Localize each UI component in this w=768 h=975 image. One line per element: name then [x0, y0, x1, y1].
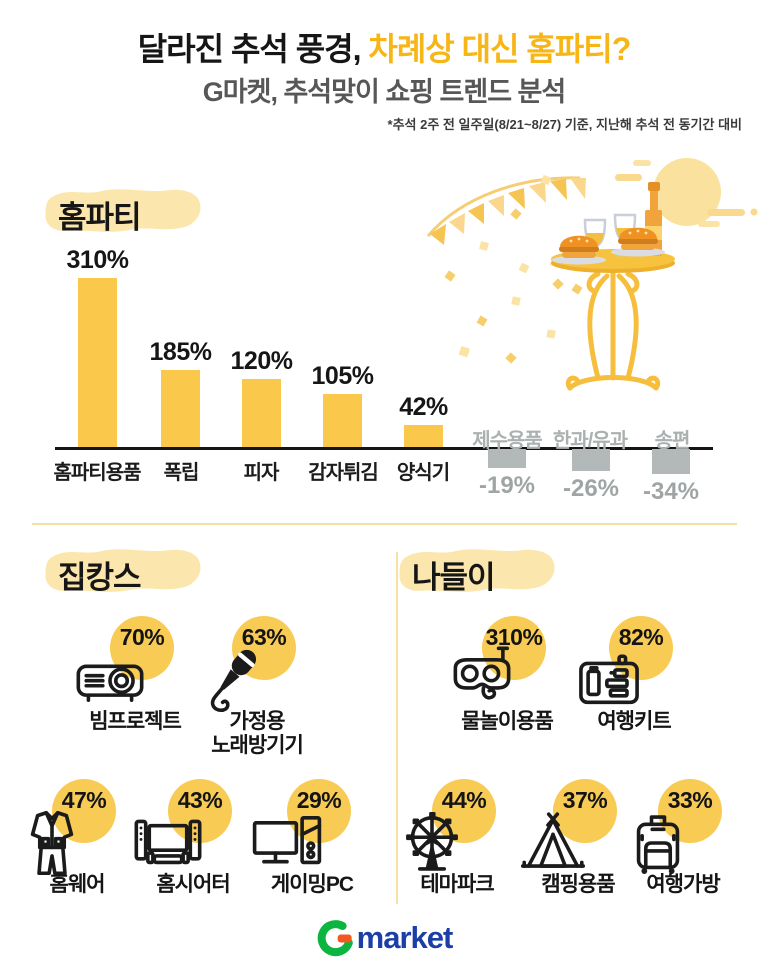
- negative-bar: -34%: [643, 449, 699, 505]
- section-title: 집캉스: [58, 560, 142, 595]
- bar: 42%: [399, 393, 448, 447]
- gmarket-logo: market: [316, 918, 453, 958]
- bar-value-label: 120%: [230, 347, 293, 375]
- bar-category-label: 폭립: [163, 462, 200, 484]
- stat-label: 여행키트: [597, 710, 671, 733]
- stat-label: 게이밍PC: [270, 873, 354, 896]
- stat-item-theme-park: 44% 테마파크: [392, 777, 522, 927]
- section-title: 홈파티: [58, 200, 142, 235]
- section-title: 나들이: [412, 560, 496, 595]
- stat-label: 홈시어터: [156, 873, 230, 896]
- ferris-wheel-icon: [406, 812, 458, 871]
- stat-item-karaoke: 63% 가정용 노래방기기: [192, 614, 322, 764]
- stat-item-home-theater: 43% 홈시어터: [128, 777, 258, 927]
- bar-category-label: 피자: [243, 462, 280, 484]
- bar: 105%: [312, 362, 374, 447]
- stat-label: 빔프로젝트: [89, 710, 182, 733]
- gmarket-g-icon: [317, 920, 353, 957]
- stat-item-projector: 70% 빔프로젝트: [70, 614, 200, 764]
- highlight-circle: [52, 779, 116, 843]
- stat-percent: 310%: [485, 624, 543, 650]
- section-header-homeparty: 홈파티: [45, 189, 201, 237]
- brush-highlight: [45, 189, 201, 232]
- stat-item-water-play: 310% 물놀이용품: [442, 614, 572, 764]
- stat-label: 테마파크: [420, 873, 494, 896]
- bar-value-label: 310%: [66, 246, 129, 274]
- chart-axis-line: [55, 447, 713, 450]
- stat-label: 여행가방: [646, 873, 720, 896]
- stat-percent: 33%: [667, 787, 713, 813]
- negative-bar: -19%: [479, 449, 535, 499]
- snorkel-mask-icon: [453, 646, 511, 700]
- stat-label: 홈웨어: [49, 873, 106, 896]
- bar: 185%: [150, 338, 212, 447]
- bar-category-label: 송편: [654, 430, 691, 452]
- burger-icon: [552, 235, 606, 265]
- home-theater-icon: [134, 819, 202, 865]
- stat-item-travel-kit: 82% 여행키트: [569, 614, 699, 764]
- source-note: *추석 2주 전 일주일(8/21~8/27) 기준, 지난해 추석 전 동기간…: [387, 117, 742, 132]
- confetti-icon: [444, 174, 594, 364]
- stat-percent: 29%: [296, 787, 342, 813]
- bar: 310%: [67, 246, 129, 447]
- brush-highlight: [399, 549, 555, 592]
- stat-percent: 70%: [119, 624, 165, 650]
- bar-value-label: -26%: [562, 475, 620, 502]
- bar-category-label: 감자튀김: [308, 462, 379, 484]
- bar-value-label: -34%: [642, 478, 700, 505]
- gaming-pc-icon: [252, 816, 322, 865]
- homewear-icon: [30, 810, 74, 876]
- luggage-icon: [636, 815, 680, 874]
- party-table-icon: [565, 265, 661, 391]
- microphone-icon: [210, 649, 257, 713]
- travel-kit-icon: [579, 654, 639, 705]
- stat-item-homewear: 47% 홈웨어: [12, 777, 142, 927]
- bar-category-label: 제수용품: [472, 430, 543, 452]
- moon-icon: [615, 158, 758, 227]
- highlight-circle: [658, 779, 722, 843]
- stat-percent: 82%: [618, 624, 664, 650]
- stat-label: 가정용 노래방기기: [211, 710, 304, 757]
- stat-item-gaming-pc: 29% 게이밍PC: [247, 777, 377, 927]
- highlight-circle: [553, 779, 617, 843]
- burger-icon: [611, 227, 665, 257]
- stat-label: 캠핑용품: [541, 873, 615, 896]
- highlight-circle: [432, 779, 496, 843]
- bunting-garland-icon: [426, 176, 586, 245]
- brush-highlight: [45, 549, 201, 592]
- section-header-staycation: 집캉스: [45, 549, 201, 597]
- stat-percent: 63%: [241, 624, 287, 650]
- bar-category-label: 홈파티용품: [53, 462, 142, 484]
- bar: 120%: [231, 347, 293, 447]
- negative-bar: -26%: [563, 449, 619, 502]
- bar-category-label: 한과/유과: [552, 430, 628, 452]
- tent-icon: [520, 812, 586, 868]
- section-divider: [396, 552, 398, 904]
- bar-category-label: 양식기: [396, 462, 450, 484]
- stat-label: 물놀이용품: [461, 710, 554, 733]
- page-title: 달라진 추석 풍경, 차례상 대신 홈파티?: [0, 24, 768, 70]
- stat-percent: 44%: [441, 787, 487, 813]
- stat-item-luggage: 33% 여행가방: [618, 777, 748, 927]
- bar-value-label: -19%: [478, 472, 536, 499]
- bar-value-label: 185%: [149, 338, 212, 366]
- bar-value-label: 42%: [399, 393, 448, 421]
- projector-icon: [76, 664, 144, 702]
- stat-item-camping: 37% 캠핑용품: [513, 777, 643, 927]
- gmarket-logo-text: market: [356, 920, 454, 955]
- section-header-outing: 나들이: [399, 549, 555, 597]
- page-title-accent: 차례상 대신 홈파티?: [360, 31, 631, 67]
- home-party-illustration: [426, 158, 758, 391]
- highlight-circle: [482, 616, 546, 680]
- bar-value-label: 105%: [311, 362, 374, 390]
- page-subtitle: G마켓, 추석맞이 쇼핑 트렌드 분석: [202, 77, 566, 107]
- section-divider: [32, 523, 737, 525]
- stat-percent: 47%: [61, 787, 107, 813]
- page-title-black: 달라진 추석 풍경,: [137, 31, 362, 67]
- stat-percent: 43%: [177, 787, 223, 813]
- stat-percent: 37%: [562, 787, 608, 813]
